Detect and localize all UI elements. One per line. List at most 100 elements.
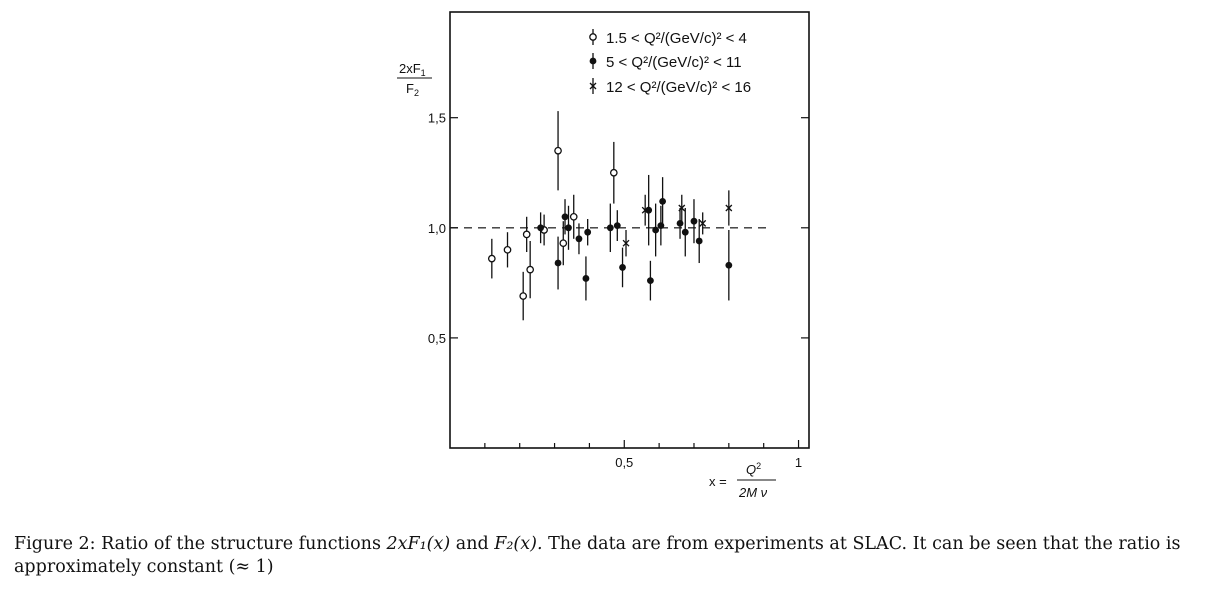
data-point-filled-circle [690, 199, 698, 244]
marker-cross-b [622, 239, 630, 247]
data-point-cross [622, 230, 630, 257]
svg-text:2xF1: 2xF1 [399, 61, 426, 78]
data-point-cross [678, 194, 686, 222]
marker-filled-circle [647, 277, 654, 285]
y-label-numerator: 2xF [399, 61, 421, 76]
y-label-denominator: F [406, 81, 414, 96]
data-point-filled-circle [606, 203, 614, 253]
marker-filled-circle [561, 213, 569, 221]
x-tick-label: 0,5 [615, 455, 633, 470]
y-label-denominator-sub: 2 [414, 88, 419, 98]
marker-filled-circle [613, 222, 621, 229]
marker-filled-circle [695, 237, 703, 245]
marker-cross-b [725, 204, 733, 212]
caption-math-f2: F₂(x). [494, 534, 543, 554]
marker-filled-circle [584, 228, 592, 236]
data-point-filled-circle [613, 210, 621, 242]
marker-filled-circle [681, 228, 689, 236]
legend-marker-open-circle [589, 29, 597, 45]
marker-filled-circle [645, 206, 653, 214]
x-axis-label: x = Q2 2M ν [709, 461, 776, 500]
data-point-filled-circle [659, 177, 667, 226]
marker-open-circle [569, 212, 578, 221]
data-point-filled-circle [537, 212, 545, 244]
caption-text-before: Ratio of the structure functions [101, 534, 381, 554]
marker-filled-circle [619, 264, 626, 271]
caption-math-2xf1: 2xF₁(x) [386, 534, 451, 554]
data-point-open-circle [503, 232, 512, 268]
data-point-filled-circle [725, 230, 733, 301]
figure-caption: Figure 2: Ratio of the structure functio… [14, 533, 1209, 579]
marker-filled-circle [537, 224, 545, 232]
data-point-open-circle [569, 194, 578, 239]
marker-filled-circle [690, 217, 698, 225]
marker-filled-circle [606, 224, 614, 232]
marker-filled-circle [676, 219, 684, 227]
data-point-open-circle [519, 271, 528, 321]
marker-open-circle [503, 245, 512, 254]
data-point-open-circle [522, 216, 531, 253]
x-tick-label: 1 [795, 455, 802, 470]
data-point-open-circle [526, 241, 535, 299]
marker-filled-circle [554, 259, 562, 267]
data-point-filled-circle [565, 205, 572, 250]
caption-text-after: The data are from experiments at SLAC. I… [14, 534, 1181, 577]
marker-open-circle [559, 239, 568, 248]
data-point-cross [699, 212, 707, 235]
marker-filled-circle [659, 197, 667, 205]
data-point-open-circle [609, 141, 618, 204]
data-point-filled-circle [561, 199, 569, 235]
marker-filled-circle [565, 224, 572, 232]
data-point-filled-circle [575, 223, 583, 255]
caption-text-and: and [455, 534, 489, 554]
data-point-filled-circle [554, 236, 562, 290]
data-point-open-circle [559, 221, 568, 266]
caption-label: Figure 2: [14, 534, 96, 554]
legend-label-low-q2: 1.5 < Q²/(GeV/c)² < 4 [606, 30, 747, 47]
svg-text:Q2: Q2 [746, 461, 761, 477]
data-point-cross [641, 194, 649, 226]
marker-filled-circle [582, 275, 590, 282]
marker-cross-b [699, 219, 707, 227]
x-label-numerator: Q [746, 462, 756, 477]
marker-cross-b [641, 206, 649, 214]
axis-ticks: 0,5 1 0,5 1,0 1,5 [428, 111, 809, 470]
data-point-open-circle [487, 238, 496, 279]
y-tick-label: 1,5 [428, 111, 446, 126]
marker-open-circle [519, 292, 528, 300]
data-point-cross [725, 190, 733, 226]
marker-open-circle [487, 254, 496, 263]
data-point-filled-circle [676, 207, 684, 239]
marker-open-circle [609, 168, 618, 177]
data-point-filled-circle [681, 207, 689, 257]
x-label-prefix: x = [709, 474, 727, 489]
data-point-filled-circle [582, 256, 590, 301]
marker-open-circle [522, 230, 531, 239]
marker-filled-circle [725, 261, 733, 269]
data-points [487, 111, 733, 321]
legend-label-mid-q2: 5 < Q²/(GeV/c)² < 11 [606, 54, 742, 71]
data-point-open-circle [554, 111, 562, 191]
data-point-filled-circle [695, 218, 703, 264]
data-point-filled-circle [647, 260, 654, 301]
structure-function-ratio-chart: 0,5 1 0,5 1,0 1,5 1.5 < Q²/(GeV/c)² < 4 5 < … [397, 11, 810, 500]
marker-cross-b [678, 204, 686, 212]
marker-open-circle [526, 265, 535, 274]
legend-label-high-q2: 12 < Q²/(GeV/c)² < 16 [606, 79, 751, 96]
y-tick-label: 0,5 [428, 331, 446, 346]
legend-marker-filled-circle [589, 53, 597, 69]
marker-filled-circle [575, 235, 583, 243]
x-label-denominator: 2M ν [738, 485, 768, 500]
y-axis-label: 2xF1 F2 [397, 61, 432, 98]
svg-text:F2: F2 [406, 81, 419, 98]
x-label-numerator-sup: 2 [756, 461, 761, 471]
y-label-numerator-sub: 1 [421, 68, 426, 78]
marker-open-circle [554, 146, 562, 155]
marker-filled-circle [652, 226, 660, 234]
data-point-filled-circle [619, 247, 626, 288]
y-tick-label: 1,0 [428, 221, 446, 236]
legend: 1.5 < Q²/(GeV/c)² < 4 5 < Q²/(GeV/c)² < … [589, 29, 751, 96]
data-point-filled-circle [645, 174, 653, 246]
data-point-filled-circle [652, 203, 660, 257]
plot-frame [449, 11, 810, 449]
